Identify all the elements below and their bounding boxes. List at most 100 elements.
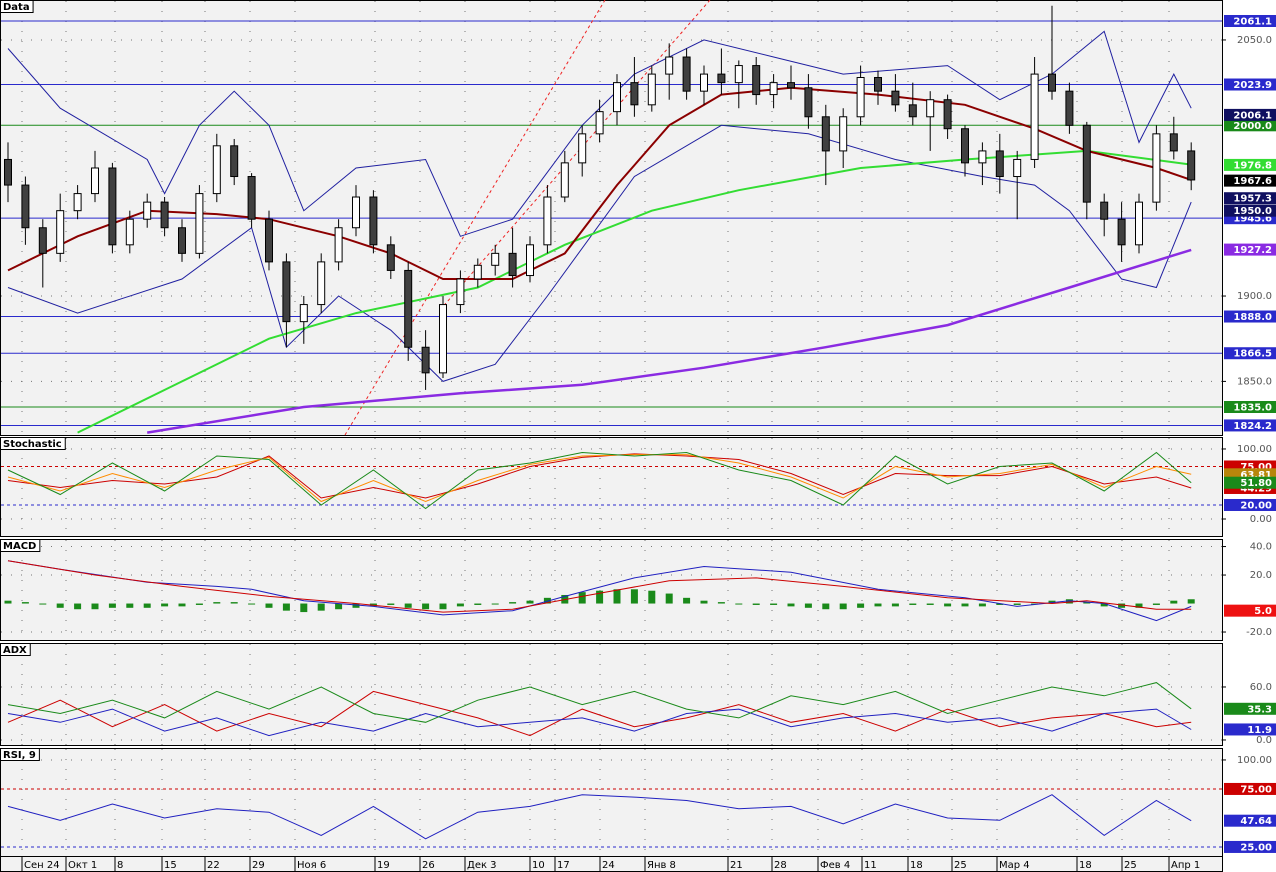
histogram-bar (1135, 603, 1143, 608)
level-tag: 25.00 (1240, 842, 1272, 853)
histogram-bar (596, 590, 604, 604)
x-tick-label: Сен 24 (24, 860, 60, 871)
candle-body (299, 304, 308, 323)
candle-body (717, 73, 726, 84)
level-tag: 1835.0 (1233, 403, 1272, 414)
histogram-bar (248, 603, 256, 605)
candle-body (682, 56, 691, 92)
candle-body (1013, 158, 1022, 178)
histogram-bar (526, 600, 534, 604)
histogram-bar (56, 603, 64, 608)
value-tag-box (1224, 174, 1276, 187)
candle-body (926, 99, 935, 118)
candle-body (386, 244, 395, 271)
histogram-bar (195, 603, 203, 605)
y-tick-label: -20.0 (1246, 627, 1272, 638)
histogram-bar (404, 603, 412, 608)
histogram-bar (213, 602, 221, 604)
candle-body (160, 201, 169, 229)
candle-body (265, 218, 273, 263)
indicator-line (7, 682, 1192, 723)
candle-body (4, 158, 12, 186)
value-tag-box (1224, 702, 1276, 715)
histogram-bar (1083, 602, 1091, 604)
candle-body (247, 176, 256, 220)
candle-body (665, 56, 674, 75)
x-tick-label: Апр 1 (1171, 860, 1200, 871)
histogram-bar (161, 603, 169, 607)
y-tick-label: 1850.0 (1237, 376, 1272, 387)
candle-body (734, 65, 743, 84)
level-tag: 1945.6 (1233, 214, 1272, 225)
level-tag-box (1224, 347, 1276, 360)
value-tag-box (1224, 192, 1276, 205)
value-tag: 47.64 (1240, 816, 1272, 827)
x-tick-label: 10 (532, 860, 545, 871)
x-tick-label: 29 (252, 860, 265, 871)
value-tag: 1950.0 (1233, 206, 1272, 217)
x-tick-label: 17 (557, 860, 570, 871)
level-tag: 1888.0 (1233, 312, 1272, 323)
histogram-bar (491, 603, 499, 605)
histogram-bar (996, 603, 1004, 605)
panel-title: Data (3, 2, 30, 13)
panel-background (0, 748, 1223, 857)
histogram-bar (230, 602, 238, 604)
candle-body (787, 82, 795, 89)
candle-body (578, 133, 587, 164)
histogram-bar (787, 603, 795, 607)
value-tag: 2006.1 (1233, 110, 1272, 121)
value-tag: 44.29 (1240, 483, 1272, 494)
histogram-bar (891, 603, 899, 607)
panel-background (0, 437, 1223, 537)
y-tick-label: 20.0 (1250, 570, 1272, 581)
value-tag: 1927.2 (1233, 245, 1272, 256)
y-tick-label: 100.00 (1237, 755, 1272, 766)
value-tag-box (1224, 814, 1276, 827)
histogram-bar (683, 597, 691, 604)
candle-body (143, 201, 152, 220)
y-tick-label: 0.0 (1256, 735, 1272, 746)
histogram-bar (804, 603, 812, 608)
candle-body (38, 227, 47, 254)
histogram-bar (387, 603, 395, 605)
x-tick-label: 18 (1079, 860, 1092, 871)
histogram-bar (822, 603, 830, 610)
candle-body (526, 244, 534, 277)
level-tag-box (1224, 401, 1276, 414)
value-tag: 5.0 (1254, 606, 1272, 617)
histogram-bar (39, 603, 47, 605)
indicator-line (7, 451, 1192, 510)
histogram-bar (474, 603, 482, 605)
candle-body (613, 82, 621, 113)
candle-body (943, 99, 952, 130)
histogram-bar (439, 603, 447, 610)
value-tag: 51.80 (1240, 478, 1272, 489)
histogram-bar (456, 603, 464, 607)
level-tag: 1866.5 (1233, 349, 1272, 360)
level-tag: 20.00 (1240, 500, 1272, 511)
candle-body (21, 184, 30, 229)
level-tag: 2061.1 (1233, 16, 1272, 27)
x-tick-label: 8 (117, 860, 123, 871)
histogram-bar (1152, 603, 1160, 605)
indicator-line (7, 454, 1192, 503)
panel-title-box (0, 643, 31, 656)
value-tag: 1957.3 (1233, 194, 1272, 205)
candle-body (752, 65, 761, 96)
candle-body (73, 193, 82, 212)
level-tag-box (1224, 498, 1276, 511)
candle-body (1065, 90, 1074, 126)
histogram-bar (926, 603, 934, 605)
candle-body (821, 116, 830, 152)
x-tick-label: Ноя 6 (297, 860, 326, 871)
x-tick-label: Фев 4 (820, 860, 850, 871)
x-tick-label: 28 (774, 860, 787, 871)
histogram-bar (265, 603, 273, 608)
candle-body (961, 128, 969, 164)
y-tick-label: 0.00 (1250, 514, 1272, 525)
indicator-line (7, 560, 1192, 613)
panel-title: ADX (3, 645, 27, 656)
histogram-bar (282, 603, 290, 611)
